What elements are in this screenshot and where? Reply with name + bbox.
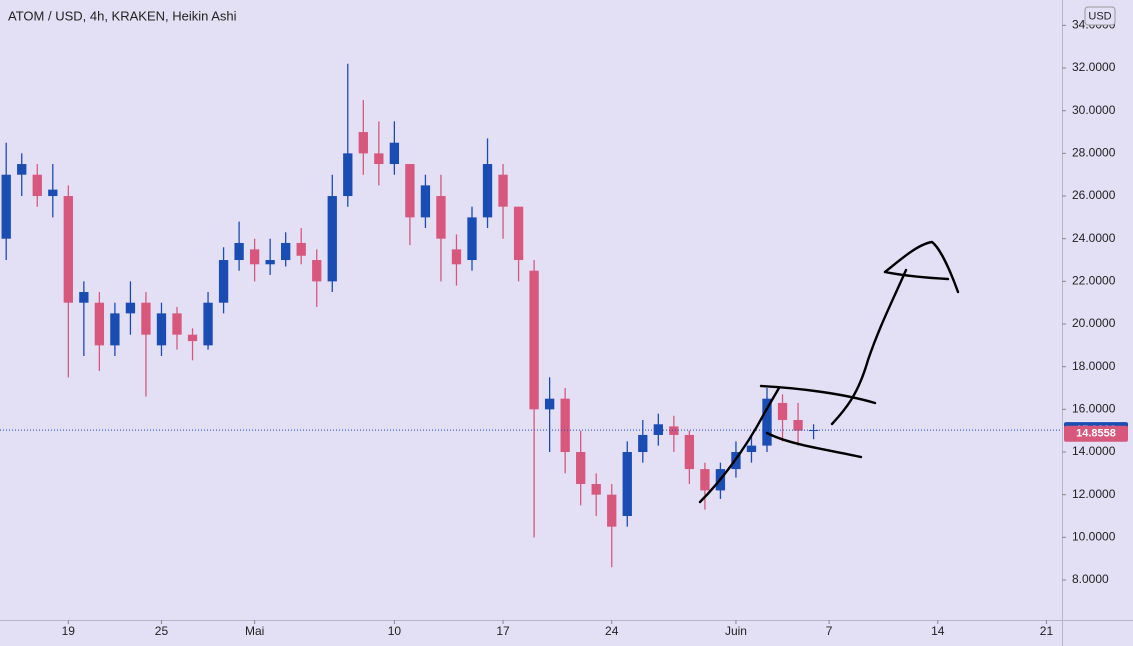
x-tick-label: Mai	[245, 624, 264, 638]
price-label: 14.8558	[1076, 428, 1116, 440]
target-arrow	[830, 268, 908, 426]
candle-body	[653, 424, 663, 435]
candle-body	[79, 292, 89, 303]
candle-body	[17, 164, 27, 175]
candle-body	[281, 242, 291, 261]
y-tick-label: 16.0000	[1072, 402, 1116, 416]
candle-body	[576, 452, 586, 485]
drawing	[698, 240, 960, 504]
candle-body	[700, 469, 710, 491]
x-tick-label: 7	[826, 624, 833, 638]
y-tick-label: 8.0000	[1072, 572, 1109, 586]
y-tick-label: 12.0000	[1072, 487, 1116, 501]
candle-body	[638, 434, 648, 453]
candle-body	[513, 206, 524, 261]
candle-body	[1, 174, 11, 239]
candle-body	[296, 242, 306, 256]
candle-body	[110, 313, 120, 346]
candle-body	[63, 196, 73, 303]
candle-body	[343, 153, 353, 197]
currency-label: USD	[1088, 10, 1111, 22]
candle-body	[32, 174, 42, 197]
candle-body	[622, 452, 632, 517]
y-tick-label: 18.0000	[1072, 359, 1116, 373]
trend-stroke	[698, 386, 781, 504]
x-tick-label: 19	[62, 624, 76, 638]
candle-body	[560, 398, 570, 453]
candle-body	[265, 260, 275, 265]
candle-body	[482, 164, 493, 218]
candle-body	[374, 153, 384, 165]
candle-body	[172, 313, 182, 335]
candle-body	[203, 302, 213, 346]
candle-body	[669, 426, 679, 435]
candle-body	[389, 142, 400, 165]
y-tick-label: 10.0000	[1072, 530, 1116, 544]
y-tick-label: 32.0000	[1072, 60, 1116, 74]
price-label-box	[1064, 425, 1128, 442]
candle-body	[436, 196, 446, 239]
candle-body	[544, 398, 555, 410]
x-tick-label: Juin	[725, 624, 747, 638]
arrow-head	[883, 240, 960, 294]
candle-body	[94, 302, 105, 346]
candle-body	[48, 189, 58, 197]
candle-body	[467, 217, 477, 261]
y-tick-label: 30.0000	[1072, 103, 1116, 117]
x-tick-label: 25	[155, 624, 169, 638]
flag-bottom	[765, 431, 863, 459]
x-tick-label: 14	[931, 624, 945, 638]
candle-body	[762, 398, 772, 446]
candle-body	[187, 334, 198, 342]
chart-title: ATOM / USD, 4h, KRAKEN, Heikin Ashi	[8, 8, 237, 23]
candle-body	[156, 313, 167, 346]
candle-body	[327, 196, 337, 282]
currency-box[interactable]	[1084, 6, 1116, 26]
arrow-base	[883, 270, 950, 281]
x-tick-label: 17	[496, 624, 510, 638]
candle-body	[529, 270, 539, 410]
y-tick-label: 28.0000	[1072, 146, 1116, 160]
candle-body	[451, 249, 462, 265]
candle-body	[141, 302, 151, 335]
x-tick-label: 10	[388, 624, 402, 638]
x-tick-label: 24	[605, 624, 619, 638]
x-tick-label: 21	[1040, 624, 1054, 638]
plot-area	[0, 63, 1062, 568]
candle-body	[746, 445, 757, 453]
y-tick-label: 26.0000	[1072, 188, 1116, 202]
candle-body	[793, 420, 803, 431]
y-tick-label: 24.0000	[1072, 231, 1116, 245]
candle-body	[777, 402, 788, 421]
candle-body	[405, 164, 415, 218]
candle-body	[420, 185, 431, 218]
candle-body	[607, 494, 617, 527]
y-tick-label: 22.0000	[1072, 274, 1116, 288]
candle-body	[591, 484, 601, 495]
flag-top	[759, 384, 877, 405]
y-tick-label: 20.0000	[1072, 316, 1116, 330]
candle-body	[684, 434, 695, 470]
y-tick-label: 14.0000	[1072, 444, 1116, 458]
candle-body	[125, 302, 136, 314]
candle-body	[249, 249, 260, 265]
candle-body	[312, 260, 322, 282]
candle-body	[218, 260, 229, 303]
candle-body	[358, 132, 368, 154]
candle-body	[234, 242, 244, 261]
candle-body	[498, 174, 508, 207]
